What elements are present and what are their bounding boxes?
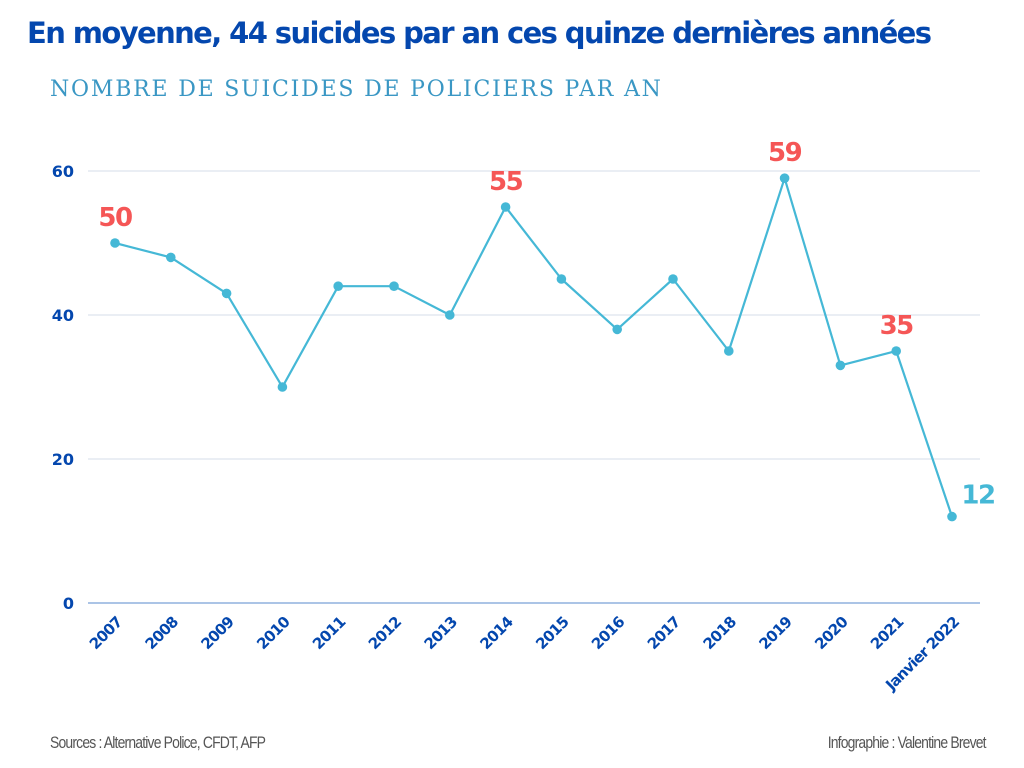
- y-tick-label: 60: [52, 162, 74, 181]
- x-tick-label: 2007: [86, 613, 126, 653]
- x-tick-label: 2008: [142, 613, 182, 653]
- y-tick-label: 20: [52, 450, 74, 469]
- series-line: [114, 177, 954, 517]
- data-label: 50: [98, 203, 132, 233]
- x-tick-label: 2013: [421, 613, 461, 653]
- data-point: [835, 360, 846, 371]
- x-tick-label: 2012: [365, 613, 405, 653]
- data-label: 35: [880, 311, 914, 341]
- data-point: [333, 281, 344, 292]
- data-point: [612, 324, 622, 335]
- x-tick-label: 2014: [476, 613, 516, 653]
- data-label: 55: [489, 167, 523, 197]
- x-tick-label: 2018: [700, 613, 740, 653]
- data-point: [556, 274, 567, 284]
- x-tick-label: 2011: [309, 613, 349, 653]
- x-tick-label: 2015: [532, 613, 572, 653]
- y-axis-ticks: 0 20 40 60: [52, 162, 74, 613]
- x-tick-label: 2009: [197, 613, 237, 653]
- data-point: [668, 274, 678, 284]
- y-tick-label: 40: [52, 306, 74, 325]
- y-tick-label: 0: [63, 594, 74, 613]
- data-labels: 50 55 59 35 12: [98, 138, 996, 511]
- data-point: [277, 382, 288, 392]
- x-tick-label: 2017: [644, 613, 684, 653]
- x-tick-label: 2016: [588, 613, 628, 653]
- series-suicides: [110, 173, 957, 522]
- credit-note: Infographie : Valentine Brevet: [827, 733, 987, 752]
- chart-title: En moyenne, 44 suicides par an ces quinz…: [27, 16, 932, 50]
- chart-subtitle: NOMBRE DE SUICIDES DE POLICIERS PAR AN: [50, 77, 663, 102]
- data-point: [947, 511, 957, 522]
- x-tick-label: 2010: [253, 613, 293, 653]
- data-point: [500, 202, 511, 212]
- data-label: 59: [768, 138, 802, 168]
- gridlines: [88, 170, 980, 604]
- data-point: [221, 288, 232, 299]
- x-tick-label: 2020: [811, 613, 851, 653]
- data-point: [779, 173, 790, 183]
- x-axis-ticks: 2007 2008 2009 2010 2011 2012 2013 2014 2015 2016…: [86, 613, 963, 695]
- data-point: [389, 281, 399, 292]
- data-point: [110, 238, 120, 248]
- data-point: [166, 252, 176, 263]
- x-tick-label: 2021: [867, 613, 907, 653]
- sources-note: Sources : Alternative Police, CFDT, AFP: [50, 733, 266, 752]
- data-point: [445, 310, 455, 320]
- data-point: [724, 346, 734, 356]
- data-label: 12: [961, 481, 994, 511]
- x-tick-label: 2019: [755, 613, 795, 653]
- data-point: [891, 346, 901, 356]
